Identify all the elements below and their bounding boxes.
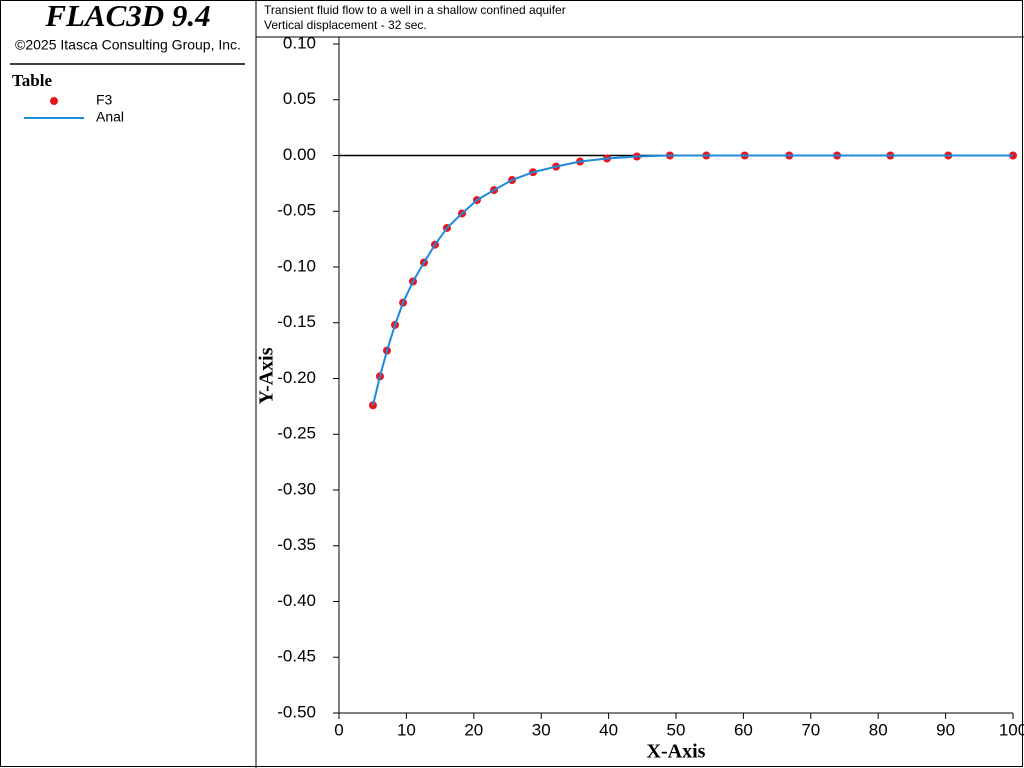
y-tick-label: -0.40: [277, 591, 316, 610]
x-tick-label: 80: [869, 720, 888, 739]
legend-label: F3: [96, 92, 113, 108]
y-tick-label: -0.05: [277, 201, 316, 220]
x-tick-label: 50: [667, 720, 686, 739]
y-axis-title: Y-Axis: [256, 347, 278, 404]
x-tick-label: 10: [397, 720, 416, 739]
x-tick-label: 60: [734, 720, 753, 739]
x-tick-label: 90: [936, 720, 955, 739]
legend-label: Anal: [96, 109, 124, 125]
x-tick-label: 30: [532, 720, 551, 739]
y-tick-label: -0.20: [277, 368, 316, 387]
copyright: ©2025 Itasca Consulting Group, Inc.: [15, 37, 241, 53]
y-tick-label: 0.10: [283, 33, 316, 52]
y-tick-label: -0.10: [277, 256, 316, 275]
x-tick-label: 0: [334, 720, 343, 739]
y-tick-label: -0.35: [277, 535, 316, 554]
series-line: [371, 154, 1013, 406]
y-tick-label: 0.05: [283, 89, 316, 108]
x-axis-title: X-Axis: [647, 741, 706, 763]
x-tick-label: 100: [999, 720, 1024, 739]
chart-title: Transient fluid flow to a well in a shal…: [264, 3, 566, 17]
x-tick-label: 70: [801, 720, 820, 739]
legend-marker: [50, 97, 58, 105]
y-tick-label: -0.30: [277, 479, 316, 498]
chart-subtitle: Vertical displacement - 32 sec.: [264, 18, 427, 32]
app-title: FLAC3D 9.4: [44, 0, 210, 33]
y-tick-label: -0.50: [277, 702, 316, 721]
legend-title: Table: [12, 71, 52, 90]
y-tick-label: -0.45: [277, 647, 316, 666]
y-tick-label: -0.15: [277, 312, 316, 331]
x-tick-label: 40: [599, 720, 618, 739]
y-tick-label: -0.25: [277, 424, 316, 443]
x-tick-label: 20: [464, 720, 483, 739]
y-tick-label: 0.00: [283, 145, 316, 164]
